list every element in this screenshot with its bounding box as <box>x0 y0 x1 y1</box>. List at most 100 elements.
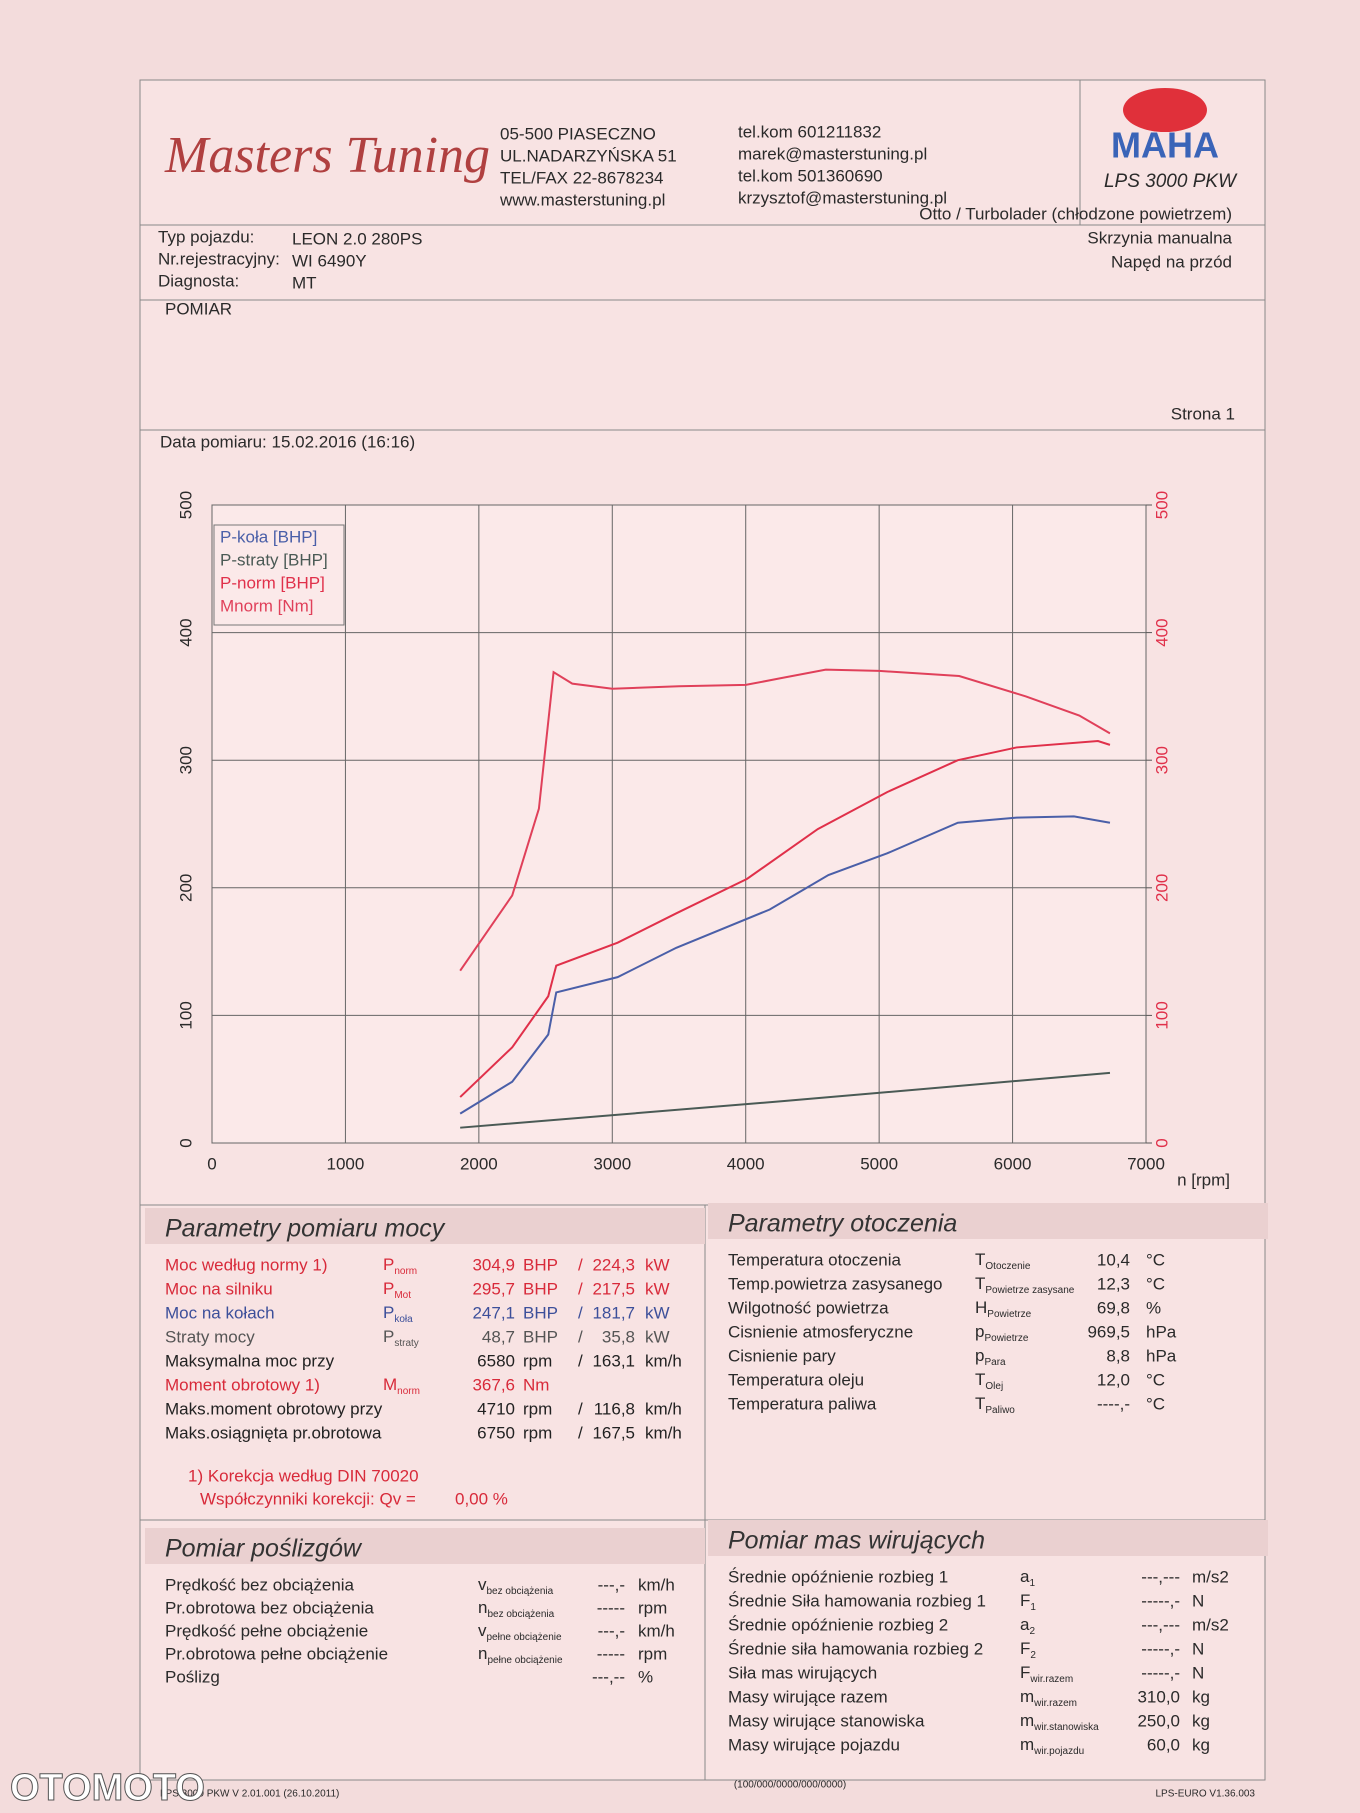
symbol-main: H <box>975 1298 987 1317</box>
symbol-sub: wir.razem <box>1029 1674 1073 1685</box>
row-value: 69,8 <box>1097 1298 1130 1317</box>
vehicle-value: MT <box>292 273 317 292</box>
row-unit2: kW <box>645 1303 670 1322</box>
row-unit: BHP <box>523 1255 558 1274</box>
x-tick-label: 4000 <box>727 1154 765 1173</box>
vehicle-spec: Napęd na przód <box>1111 252 1232 271</box>
row-label: Średnie opóźnienie rozbieg 2 <box>728 1615 948 1634</box>
footer-center: (100/000/0000/000/0000) <box>734 1780 846 1791</box>
row-separator: / <box>578 1327 583 1346</box>
symbol-sub: wir.pojazdu <box>1033 1746 1084 1757</box>
row-label: Pr.obrotowa bez obciążenia <box>165 1598 374 1617</box>
row-value: -----,- <box>1141 1639 1180 1658</box>
symbol-sub: wir.razem <box>1033 1698 1077 1709</box>
panel-header <box>708 1520 1268 1556</box>
row-separator: / <box>578 1423 583 1442</box>
legend-box <box>213 524 345 626</box>
vehicle-label: Diagnosta: <box>158 271 239 290</box>
symbol-main: p <box>975 1346 984 1365</box>
symbol-sub: pełne obciążenie <box>487 1632 562 1643</box>
x-axis-label: n [rpm] <box>1177 1170 1230 1189</box>
logo: Masters Tuning <box>164 127 490 184</box>
symbol-sub: bez obciążenia <box>487 1586 554 1597</box>
symbol-sub: pełne obciążenie <box>487 1655 562 1666</box>
row-value: ----- <box>597 1644 625 1663</box>
y-tick-label: 200 <box>176 874 195 902</box>
symbol-main: M <box>383 1375 397 1394</box>
x-tick-label: 1000 <box>327 1154 365 1173</box>
series-line <box>459 740 1111 1098</box>
symbol-main: P <box>383 1303 394 1322</box>
row-value2: 35,8 <box>602 1327 635 1346</box>
footer-left: LPS 3000 PKW V 2.01.001 (26.10.2011) <box>160 1789 339 1800</box>
symbol-main: F <box>1020 1639 1030 1658</box>
symbol-main: v <box>478 1621 487 1640</box>
symbol-sub: 1 <box>1029 1578 1035 1589</box>
contact-line: tel.kom 601211832 <box>738 122 881 141</box>
y-tick-label: 100 <box>176 1001 195 1029</box>
row-symbol: HPowietrze <box>975 1298 1032 1319</box>
symbol-main: p <box>975 1322 984 1341</box>
row-label: Siła mas wirujących <box>728 1663 877 1682</box>
row-value: ---,-- <box>592 1667 625 1686</box>
row-symbol: pPowietrze <box>975 1322 1029 1343</box>
row-symbol: mwir.stanowiska <box>1020 1711 1099 1732</box>
row-label: Temperatura paliwa <box>728 1394 877 1413</box>
y-tick-label: 400 <box>176 618 195 646</box>
row-unit: °C <box>1146 1250 1165 1269</box>
row-unit: BHP <box>523 1327 558 1346</box>
row-label: Prędkość bez obciążenia <box>165 1575 355 1594</box>
brand: MAHA <box>1111 125 1219 166</box>
model: LPS 3000 PKW <box>1104 171 1238 192</box>
row-label: Masy wirujące razem <box>728 1687 888 1706</box>
row-unit: rpm <box>638 1644 667 1663</box>
legend-entry: P-straty [BHP] <box>220 550 328 569</box>
row-symbol: TPaliwo <box>975 1394 1015 1415</box>
row-value: 12,3 <box>1097 1274 1130 1293</box>
symbol-sub: norm <box>394 1266 417 1277</box>
row-symbol: a2 <box>1020 1615 1035 1636</box>
row-unit2: kW <box>645 1327 670 1346</box>
row-label: Średnie Siła hamowania rozbieg 1 <box>728 1591 986 1610</box>
note: Współczynniki korekcji: Qv = <box>200 1489 416 1508</box>
symbol-main: F <box>1020 1591 1030 1610</box>
panel-header <box>145 1528 705 1564</box>
panel-title: Parametry pomiaru mocy <box>165 1215 446 1243</box>
x-tick-label: 2000 <box>460 1154 498 1173</box>
row-label: Masy wirujące stanowiska <box>728 1711 925 1730</box>
symbol-sub: norm <box>397 1386 420 1397</box>
logo-badge <box>1123 88 1207 132</box>
row-value: 6750 <box>477 1423 515 1442</box>
symbol-main: T <box>975 1370 985 1389</box>
symbol-sub: koła <box>394 1314 413 1325</box>
row-value: 12,0 <box>1097 1370 1130 1389</box>
row-label: Temperatura oleju <box>728 1370 864 1389</box>
row-label: Maks.osiągnięta pr.obrotowa <box>165 1423 382 1442</box>
row-symbol: mwir.razem <box>1020 1687 1077 1708</box>
row-value: -----,- <box>1141 1591 1180 1610</box>
vehicle-label: Typ pojazdu: <box>158 227 254 246</box>
y2-tick-label: 300 <box>1152 746 1171 774</box>
tables-frame <box>139 1204 1266 1781</box>
x-tick-label: 0 <box>207 1154 216 1173</box>
y2-tick-label: 100 <box>1152 1001 1171 1029</box>
row-symbol: TOtoczenie <box>975 1250 1031 1271</box>
row-value: ---,- <box>598 1621 625 1640</box>
symbol-main: P <box>383 1255 394 1274</box>
row-value: ---,- <box>598 1575 625 1594</box>
row-separator: / <box>578 1399 583 1418</box>
symbol-sub: 2 <box>1029 1626 1035 1637</box>
panel-title: Pomiar poślizgów <box>165 1535 363 1563</box>
row-unit: m/s2 <box>1192 1615 1229 1634</box>
vehicle-label: Nr.rejestracyjny: <box>158 249 280 268</box>
row-symbol: TOlej <box>975 1370 1003 1391</box>
symbol-main: P <box>383 1327 394 1346</box>
address-line: TEL/FAX 22-8678234 <box>500 168 664 187</box>
row-label: Temp.powietrza zasysanego <box>728 1274 943 1293</box>
row-symbol: pPara <box>975 1346 1006 1367</box>
row-value: 8,8 <box>1106 1346 1130 1365</box>
row-label: Pr.obrotowa pełne obciążenie <box>165 1644 388 1663</box>
symbol-main: n <box>478 1644 487 1663</box>
panel-title: Pomiar mas wirujących <box>728 1527 985 1555</box>
contact-line: marek@masterstuning.pl <box>738 144 927 163</box>
